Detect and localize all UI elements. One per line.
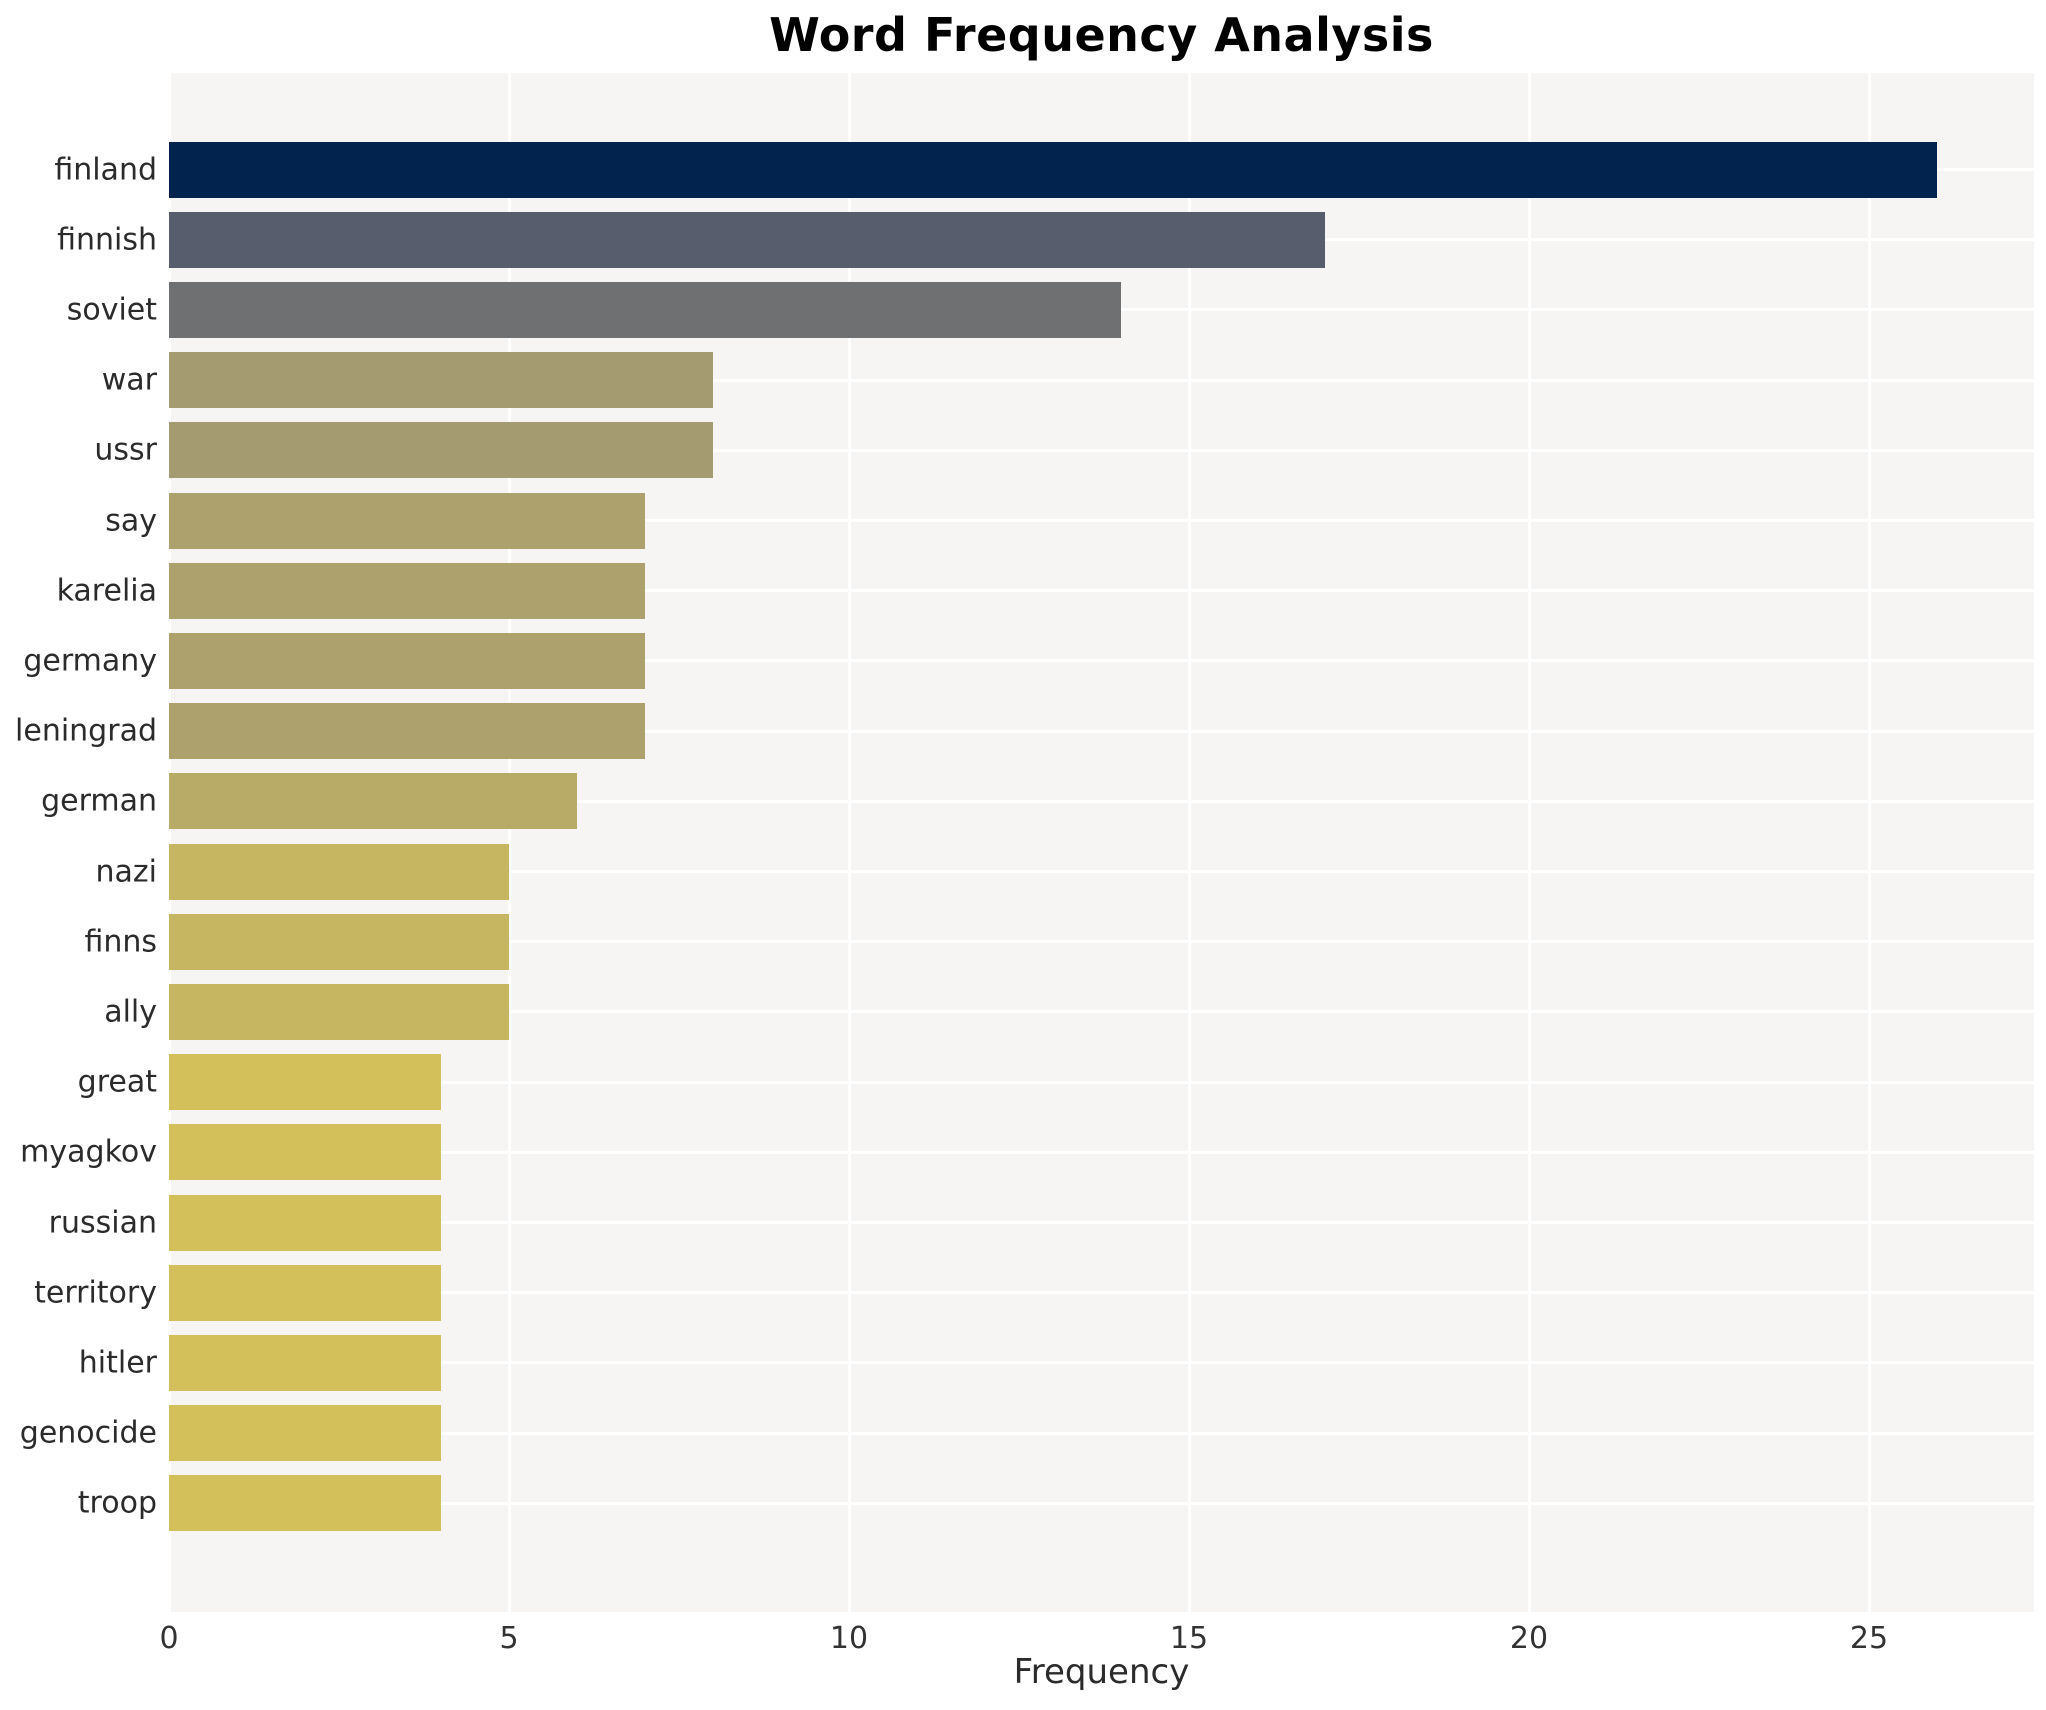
gridline-horizontal bbox=[169, 1080, 2034, 1084]
frequency-bar bbox=[169, 773, 577, 830]
gridline-horizontal bbox=[169, 378, 2034, 382]
y-category-label: russian bbox=[48, 1205, 157, 1240]
y-category-label: finns bbox=[84, 924, 157, 960]
y-axis-labels: finland finnish soviet war ussr say karelia ger… bbox=[0, 73, 157, 1612]
frequency-bar bbox=[169, 843, 509, 900]
gridline-horizontal bbox=[169, 1361, 2034, 1365]
y-category-label: nazi bbox=[95, 854, 157, 889]
y-category-label: finland bbox=[54, 152, 157, 187]
gridline-horizontal bbox=[169, 448, 2034, 452]
gridline-horizontal bbox=[169, 729, 2034, 733]
frequency-bar bbox=[169, 141, 1937, 198]
gridline-vertical bbox=[1867, 73, 1871, 1612]
y-category-label: myagkov bbox=[20, 1134, 157, 1170]
frequency-bar bbox=[169, 1334, 441, 1391]
frequency-bar bbox=[169, 913, 509, 970]
frequency-bar bbox=[169, 211, 1325, 268]
y-category-label: ussr bbox=[94, 432, 157, 468]
frequency-bar bbox=[169, 492, 645, 549]
y-category-label: territory bbox=[34, 1275, 157, 1311]
gridline-horizontal bbox=[169, 659, 2034, 663]
frequency-bar bbox=[169, 281, 1121, 338]
y-category-label: ally bbox=[104, 994, 157, 1030]
gridline-horizontal bbox=[169, 1291, 2034, 1295]
frequency-bar bbox=[169, 1194, 441, 1251]
gridline-horizontal bbox=[169, 1010, 2034, 1014]
x-tick-label: 10 bbox=[829, 1621, 869, 1656]
frequency-bar bbox=[169, 1124, 441, 1181]
x-tick-label: 25 bbox=[1849, 1621, 1889, 1656]
gridline-horizontal bbox=[169, 1431, 2034, 1435]
frequency-bar bbox=[169, 632, 645, 689]
y-category-label: genocide bbox=[19, 1415, 157, 1451]
y-category-label: german bbox=[41, 783, 157, 819]
y-category-label: great bbox=[77, 1064, 157, 1100]
gridline-vertical bbox=[507, 73, 511, 1612]
frequency-bar bbox=[169, 1405, 441, 1462]
frequency-bar bbox=[169, 1475, 441, 1532]
x-tick-label: 20 bbox=[1509, 1621, 1549, 1656]
frequency-bar bbox=[169, 703, 645, 760]
x-axis-title: Frequency bbox=[1013, 1652, 1190, 1692]
y-category-label: hitler bbox=[78, 1345, 157, 1381]
gridline-horizontal bbox=[169, 940, 2034, 944]
frequency-bar bbox=[169, 983, 509, 1040]
frequency-bar bbox=[169, 422, 713, 479]
y-category-label: germany bbox=[23, 643, 157, 679]
gridline-vertical bbox=[847, 73, 851, 1612]
gridline-horizontal bbox=[169, 1221, 2034, 1224]
x-tick-label: 15 bbox=[1169, 1621, 1209, 1656]
gridline-horizontal bbox=[169, 589, 2034, 593]
gridline-horizontal bbox=[169, 1150, 2034, 1154]
x-axis-ticks: 0 5 10 15 20 25 bbox=[159, 1621, 2034, 1663]
plot-area bbox=[167, 73, 2034, 1612]
y-category-label: leningrad bbox=[15, 713, 157, 749]
y-category-label: finnish bbox=[57, 222, 157, 258]
x-tick-label: 5 bbox=[499, 1621, 519, 1656]
frequency-bar bbox=[169, 1264, 441, 1321]
y-category-label: war bbox=[101, 362, 157, 398]
y-category-label: soviet bbox=[66, 292, 157, 328]
gridline-vertical bbox=[167, 73, 171, 1612]
gridline-horizontal bbox=[169, 799, 2034, 803]
x-tick-label: 0 bbox=[159, 1621, 179, 1656]
gridline-horizontal bbox=[169, 519, 2034, 522]
y-category-label: karelia bbox=[56, 573, 157, 609]
gridline-vertical bbox=[1187, 73, 1191, 1612]
y-category-label: say bbox=[105, 503, 157, 538]
frequency-bar bbox=[169, 352, 713, 409]
gridline-horizontal bbox=[169, 1501, 2034, 1505]
chart-title: Word Frequency Analysis bbox=[769, 8, 1434, 62]
frequency-bar bbox=[169, 562, 645, 619]
gridline-vertical bbox=[1527, 73, 1531, 1612]
gridline-horizontal bbox=[169, 870, 2034, 873]
y-category-label: troop bbox=[77, 1485, 157, 1521]
frequency-bar bbox=[169, 1054, 441, 1111]
